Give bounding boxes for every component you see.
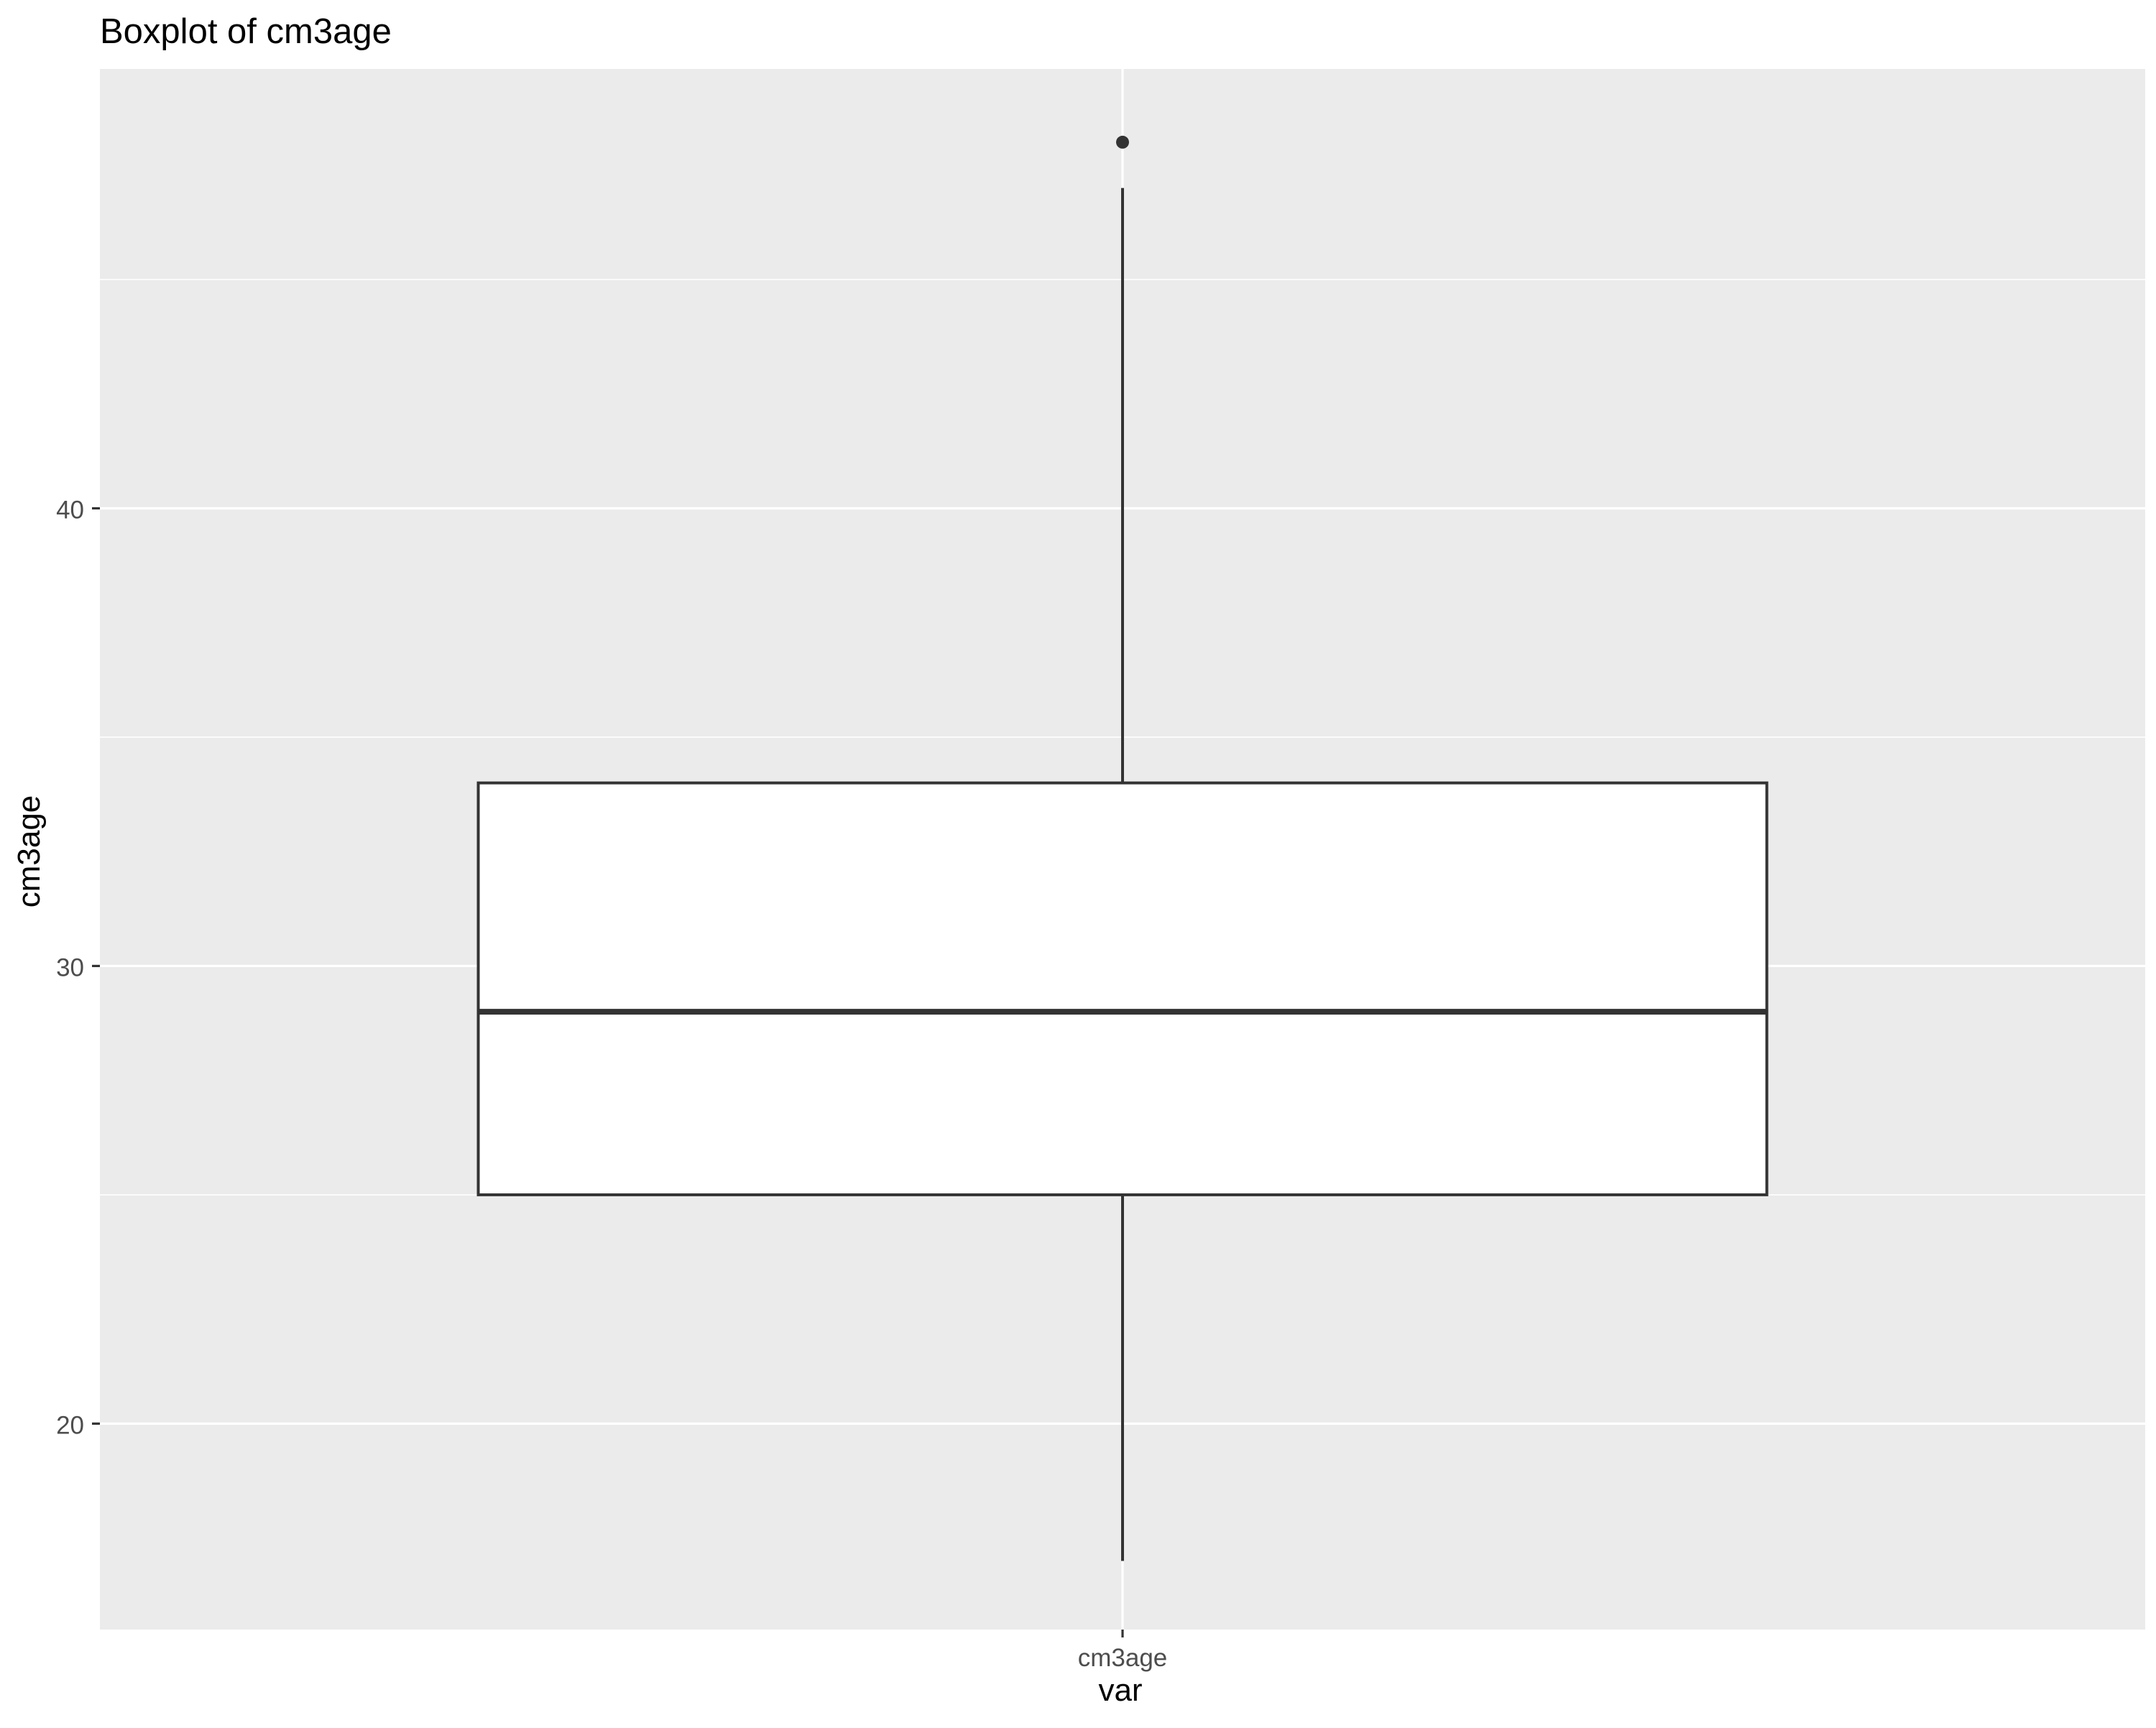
x-axis-label: var bbox=[1098, 1673, 1142, 1708]
chart-title: Boxplot of cm3age bbox=[100, 12, 392, 51]
y-tick-label: 30 bbox=[56, 953, 84, 981]
y-tick-label: 40 bbox=[56, 496, 84, 524]
outlier-point bbox=[1116, 135, 1129, 149]
y-tick-label: 20 bbox=[56, 1411, 84, 1439]
plot-panel: 20 30 40 cm3age bbox=[56, 69, 2145, 1672]
iqr-box bbox=[476, 781, 1769, 1196]
x-tick-label: cm3age bbox=[1078, 1644, 1168, 1672]
y-axis-label: cm3age bbox=[11, 795, 47, 908]
